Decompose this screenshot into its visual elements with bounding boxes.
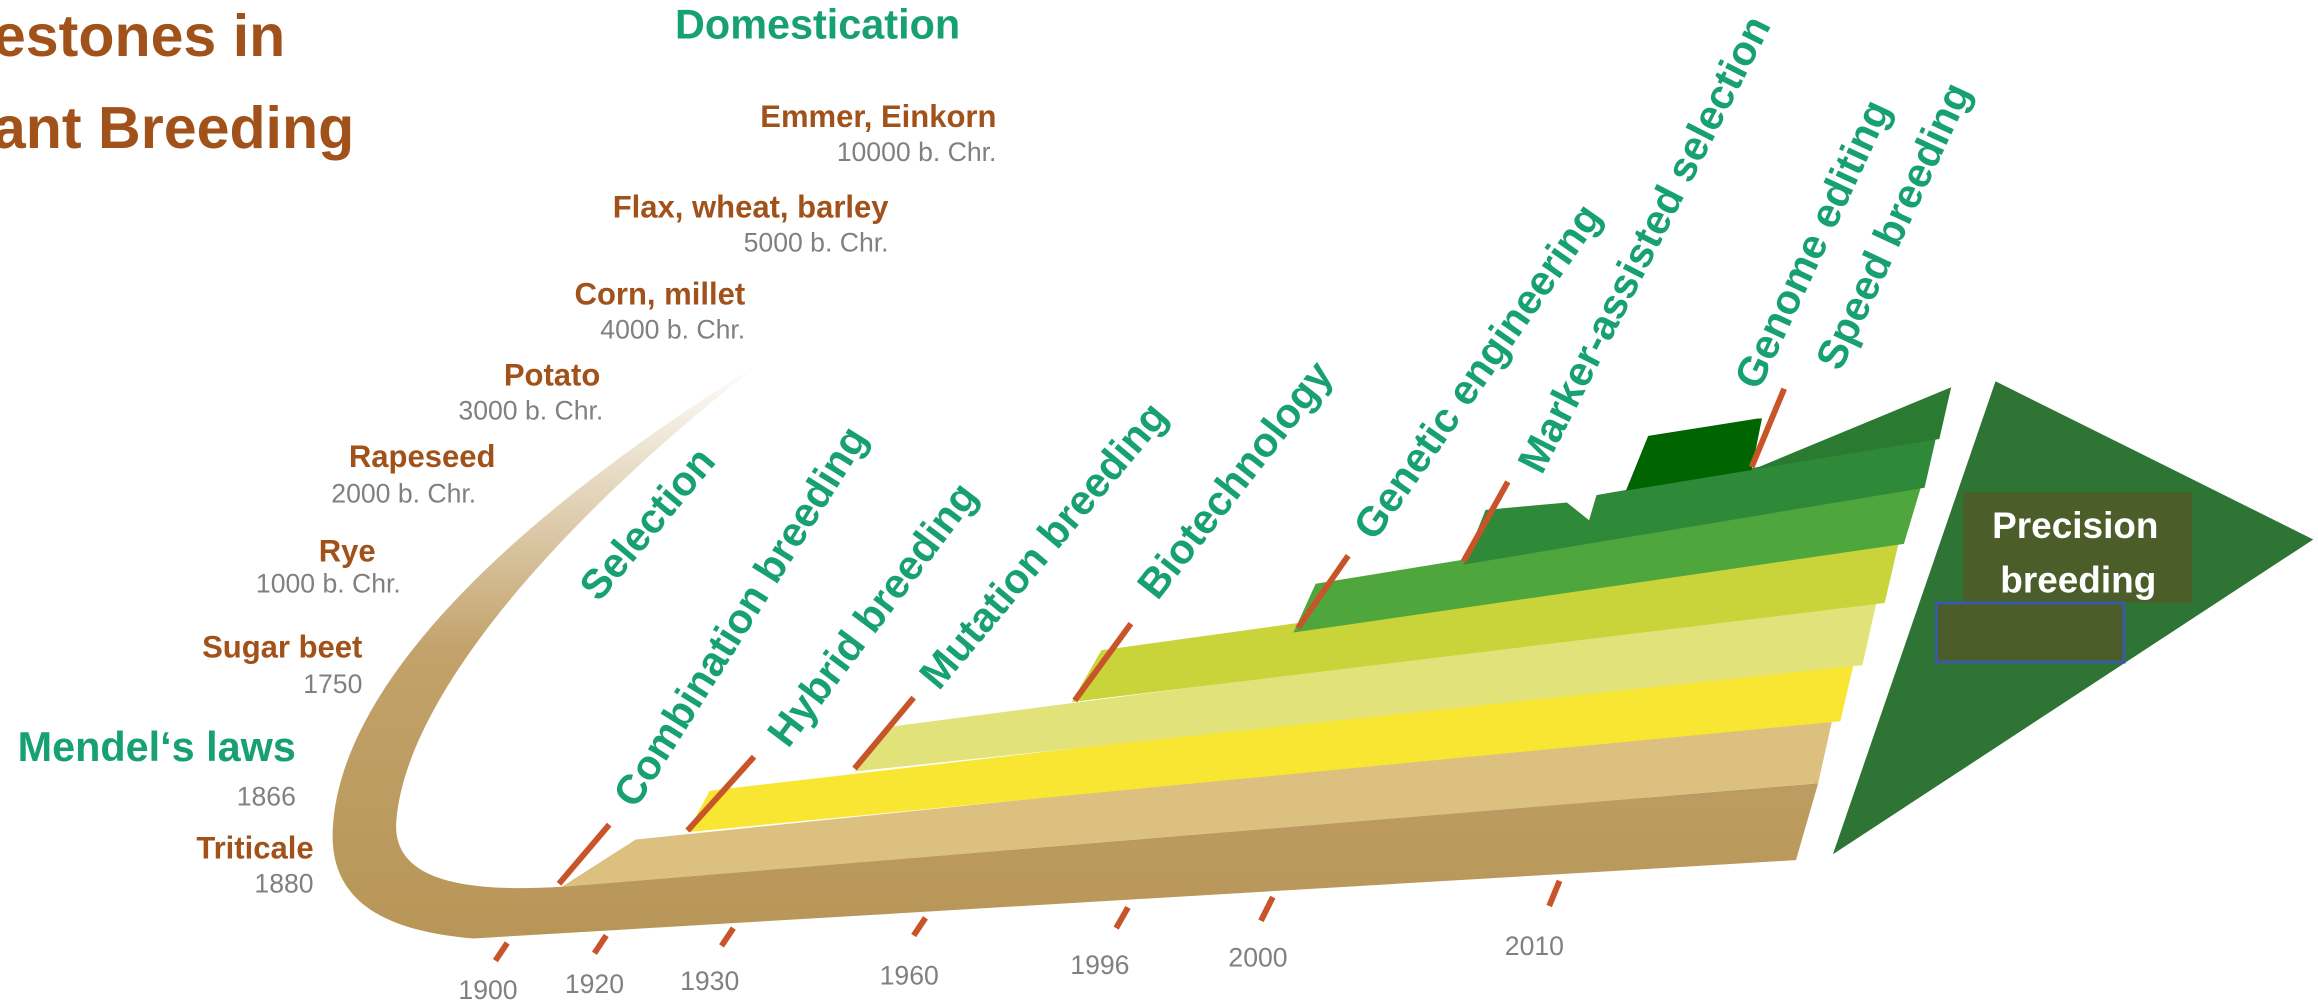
method: Selection — [571, 438, 724, 608]
crop: Flax, wheat, barley — [613, 189, 890, 224]
crop: Rapeseed — [349, 439, 496, 474]
year: 1920 — [565, 969, 624, 999]
domestication-heading: Domestication — [675, 1, 960, 47]
crop: Rye — [319, 534, 376, 569]
year: 2000 — [1228, 943, 1287, 973]
precision-label: breeding — [2000, 560, 2156, 601]
crop-date: 1000 b. Chr. — [256, 569, 401, 599]
title: ant Breeding — [0, 94, 354, 161]
timeline-diagram: estones in ant Breeding Domestication Em… — [0, 0, 2318, 1005]
crop: Corn, millet — [575, 276, 746, 311]
year: 1996 — [1070, 950, 1129, 980]
crop-date: 3000 b. Chr. — [458, 396, 603, 426]
crop-date: 5000 b. Chr. — [744, 227, 889, 257]
year: 1900 — [458, 975, 517, 1005]
highlight-box — [1936, 603, 2124, 662]
mendel-year: 1866 — [237, 781, 296, 811]
crop-date: 10000 b. Chr. — [837, 137, 997, 167]
year: 1930 — [680, 966, 739, 996]
year: 1960 — [880, 960, 939, 990]
method: Biotechnology — [1128, 352, 1341, 607]
crop: Sugar beet — [202, 630, 362, 665]
crop: Emmer, Einkorn — [760, 99, 996, 134]
precision-label: Precision — [1992, 505, 2158, 546]
year: 2010 — [1505, 931, 1564, 961]
crop-date: 2000 b. Chr. — [331, 479, 476, 509]
method: Combination breeding — [604, 418, 876, 815]
crop: Potato — [504, 358, 601, 393]
title: estones in — [0, 2, 285, 69]
triticale: Triticale — [196, 831, 313, 866]
crop-date: 4000 b. Chr. — [600, 314, 745, 344]
crop-date: 1750 — [303, 669, 362, 699]
triticale-year: 1880 — [254, 869, 313, 899]
mendel: Mendel‘s laws — [18, 724, 296, 770]
